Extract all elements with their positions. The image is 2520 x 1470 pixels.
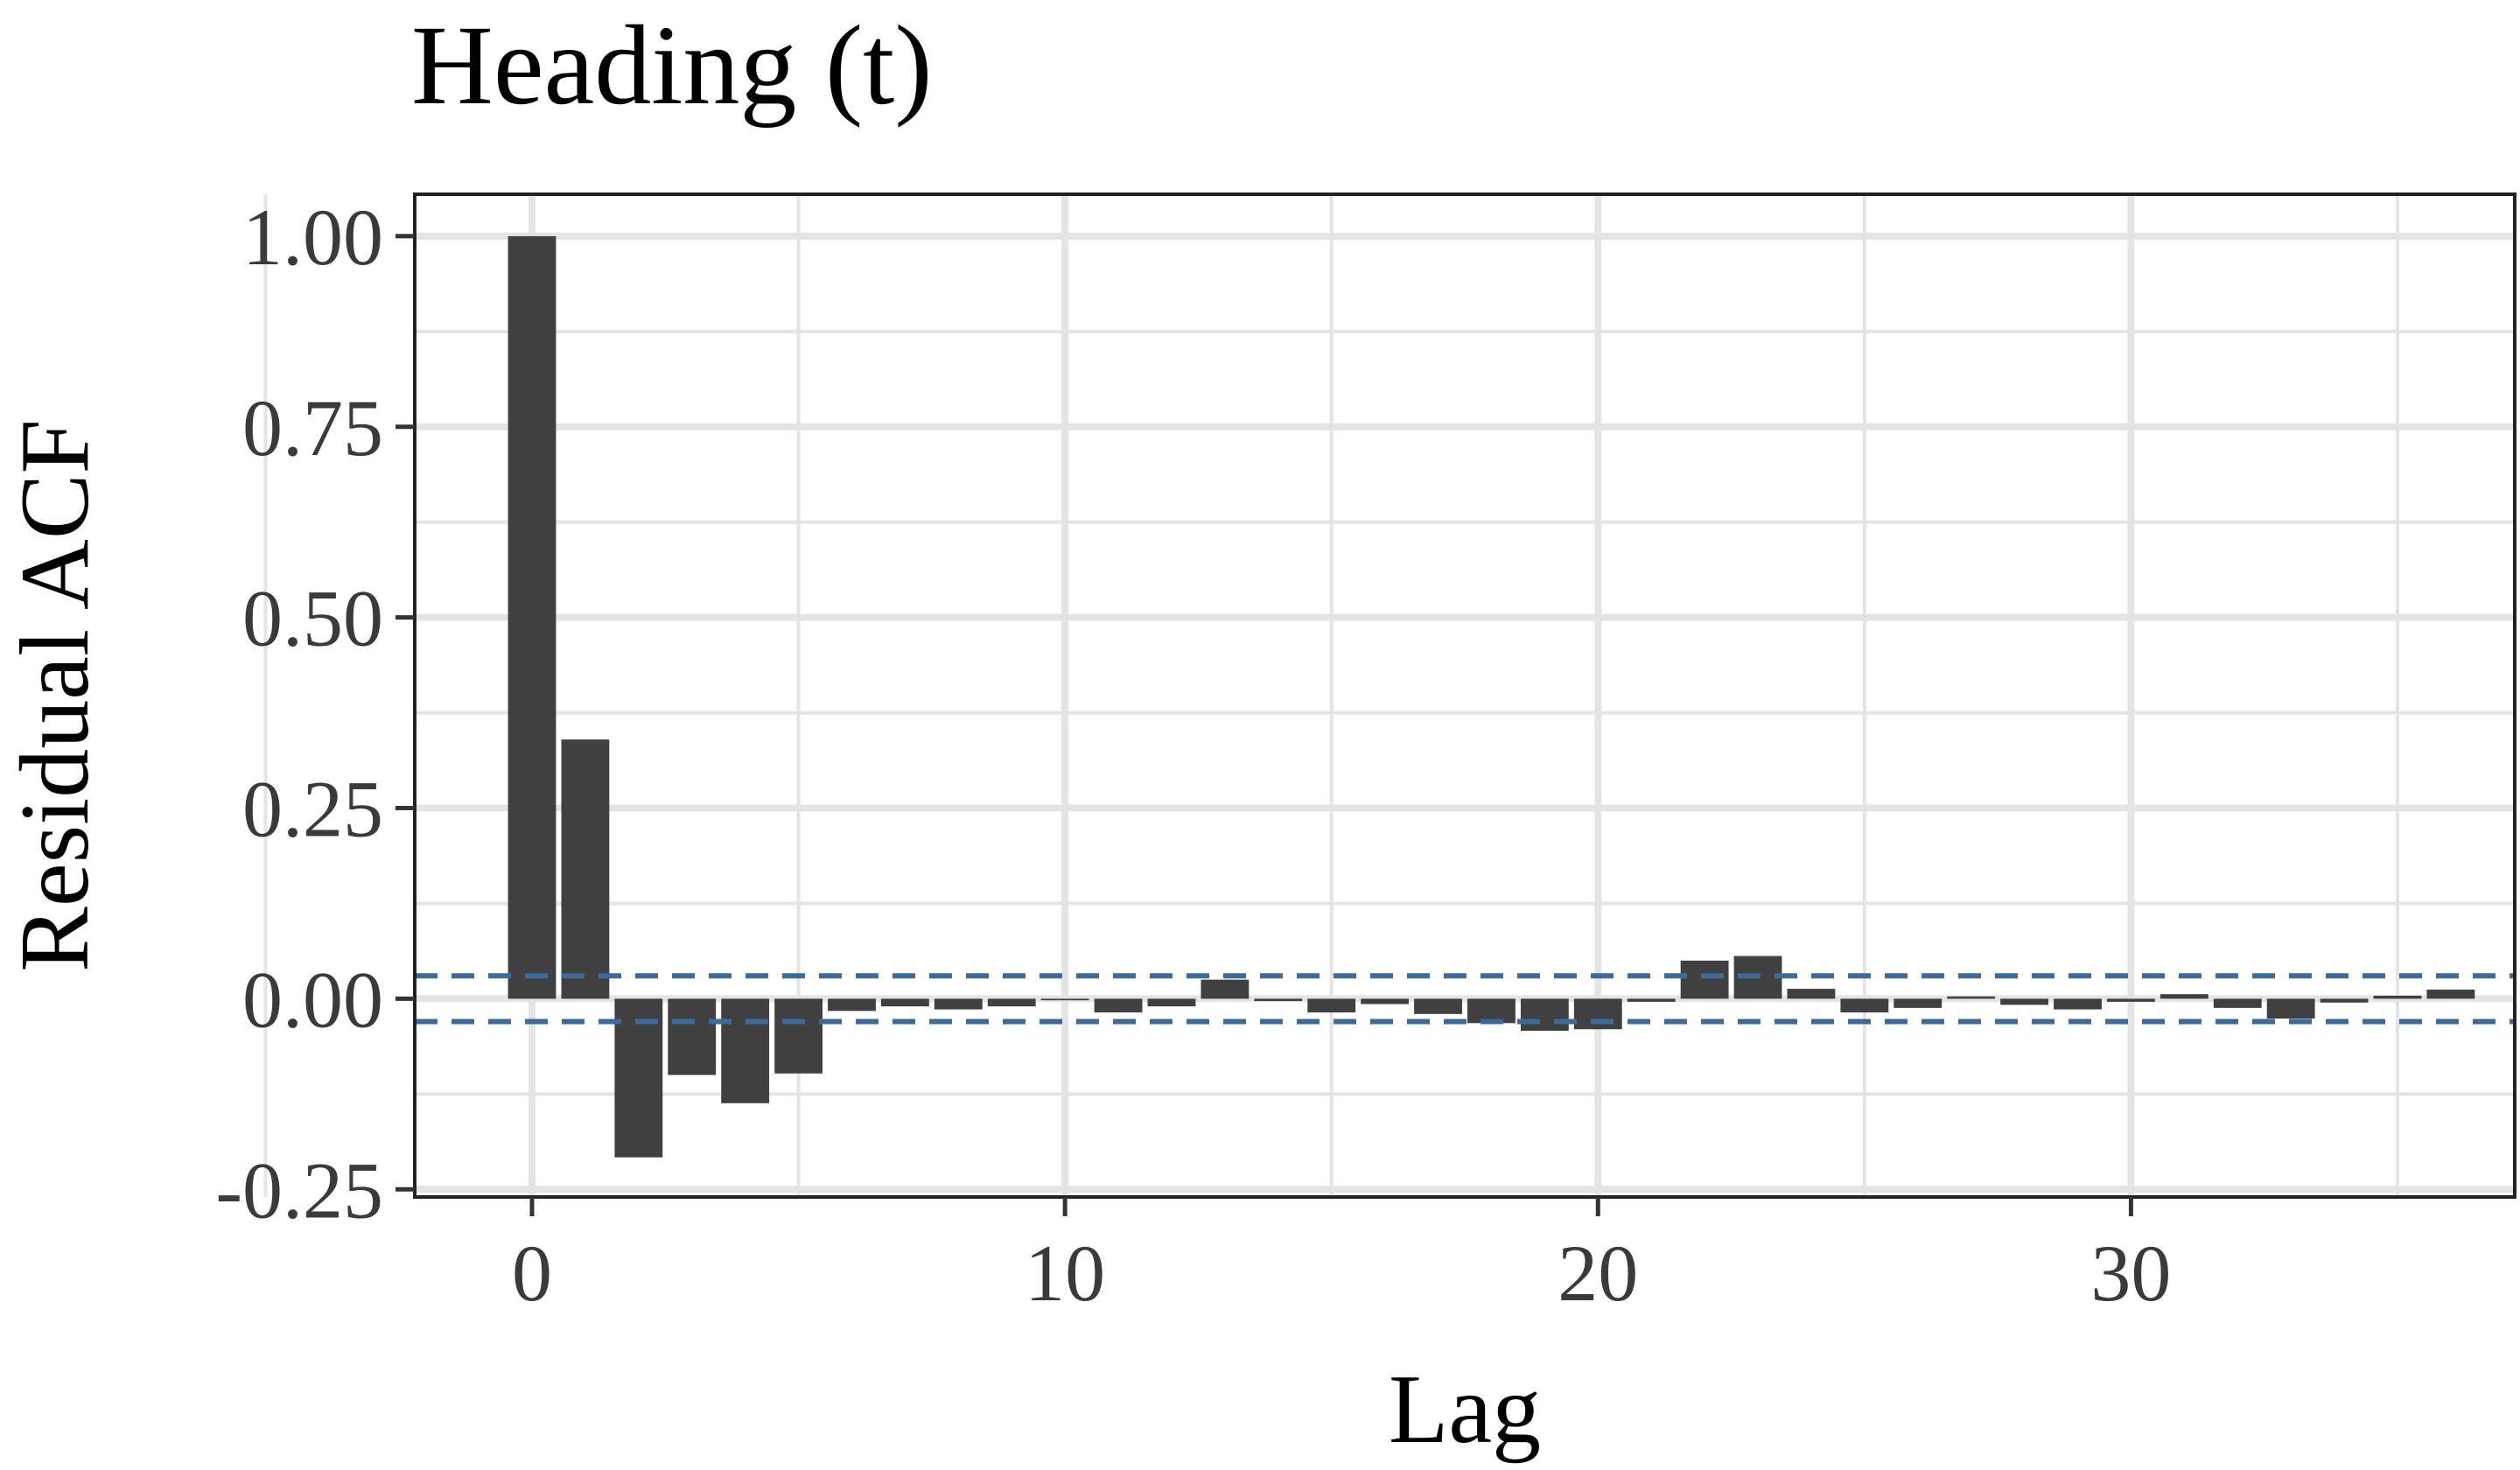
x-axis-title: Lag <box>1389 1355 1541 1464</box>
axes: -0.25 0.00 0.25 0.50 0.75 1.00 0 10 20 30 <box>215 192 2171 1318</box>
acf-bar <box>1894 998 1942 1008</box>
acf-bar <box>1947 996 1996 999</box>
acf-bar <box>2266 998 2315 1019</box>
acf-bar <box>1040 998 1089 1001</box>
acf-bar <box>1200 979 1250 999</box>
acf-bar <box>721 998 770 1103</box>
y-tick-label: -0.25 <box>215 1145 383 1235</box>
acf-bar <box>1361 998 1410 1004</box>
y-tick-label: 0.75 <box>242 383 383 472</box>
acf-bar <box>774 998 822 1074</box>
acf-bar <box>1840 998 1889 1013</box>
acf-bar <box>2213 998 2262 1008</box>
acf-bar <box>880 998 929 1007</box>
x-tick-label: 20 <box>1558 1228 1638 1318</box>
acf-bar <box>1414 998 1462 1014</box>
acf-bar <box>987 998 1036 1007</box>
acf-bar <box>2426 989 2475 999</box>
acf-bar <box>1307 998 1356 1013</box>
acf-bar <box>828 998 876 1012</box>
grid-lines <box>263 194 2515 1197</box>
x-tick-label: 30 <box>2090 1228 2171 1318</box>
acf-bar <box>2373 995 2422 999</box>
acf-bar <box>1520 998 1569 1032</box>
acf-bar <box>1147 998 1196 1007</box>
acf-bar <box>1680 960 1729 999</box>
acf-bar <box>561 739 610 999</box>
acf-bar <box>508 235 556 999</box>
y-tick-label: 1.00 <box>242 192 383 282</box>
acf-bar <box>1254 998 1303 1002</box>
chart-title: Heading (t) <box>411 3 933 129</box>
acf-bar <box>2320 998 2369 1003</box>
acf-bar <box>1787 989 1836 999</box>
y-tick-label: 0.50 <box>242 574 383 663</box>
x-tick-label: 10 <box>1025 1228 1105 1318</box>
y-axis-title: Residual ACF <box>1 419 109 972</box>
acf-bar <box>1627 998 1676 1002</box>
acf-bar <box>2107 998 2155 1002</box>
y-tick-label: 0.00 <box>242 955 383 1044</box>
acf-bar <box>1094 998 1143 1013</box>
y-tick-label: 0.25 <box>242 765 383 854</box>
acf-bar <box>1573 998 1622 1030</box>
acf-bar <box>614 998 663 1158</box>
acf-bar <box>668 998 717 1075</box>
acf-bar <box>934 998 983 1010</box>
acf-bar <box>2000 998 2049 1005</box>
acf-bars <box>508 235 2475 1158</box>
panel-border <box>413 192 2516 1199</box>
x-tick-label: 0 <box>512 1228 552 1318</box>
acf-bar <box>2054 998 2102 1010</box>
confidence-bounds <box>415 973 2515 1025</box>
acf-bar <box>2160 994 2208 999</box>
